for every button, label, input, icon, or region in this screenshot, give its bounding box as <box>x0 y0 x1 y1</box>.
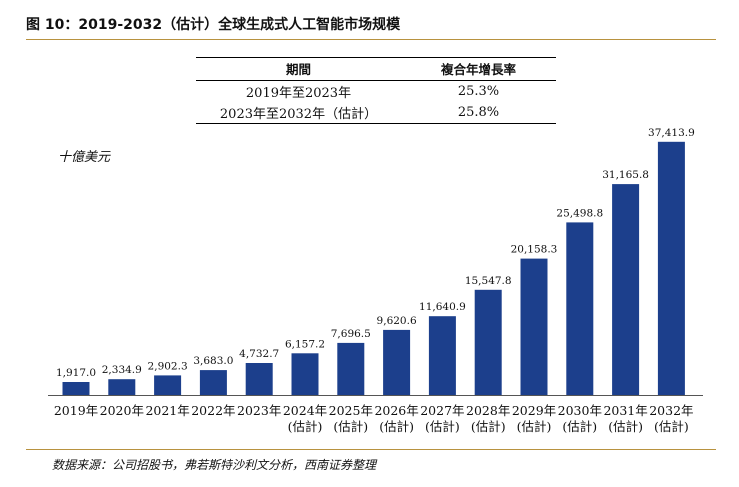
cagr-table: 期間 複合年增長率 2019年至2023年 25.3% 2023年至2032年（… <box>196 57 556 124</box>
category-label: 2021年 <box>145 403 189 418</box>
bar <box>291 353 319 395</box>
figure-title: 图 10：2019-2032（估计）全球生成式人工智能市场规模 <box>26 17 401 33</box>
bar <box>474 289 502 395</box>
cagr-table-row: 2019年至2023年 25.3% <box>196 81 556 103</box>
category-label: (估計) <box>471 419 506 434</box>
category-label: (估計) <box>654 419 689 434</box>
bar <box>566 222 594 395</box>
bar-value-label: 20,158.3 <box>511 244 558 256</box>
bar <box>154 375 182 395</box>
cagr-header-period: 期間 <box>196 57 401 81</box>
bar-value-label: 2,902.3 <box>148 360 188 372</box>
bar <box>337 342 365 395</box>
bar-value-label: 15,547.8 <box>465 275 512 287</box>
category-label: 2028年 <box>466 403 510 418</box>
category-label: 2031年 <box>603 403 647 418</box>
source-divider <box>26 449 716 450</box>
category-label: 2025年 <box>329 403 373 418</box>
bar-value-label: 6,157.2 <box>285 338 325 350</box>
category-label: 2023年 <box>237 403 281 418</box>
category-label: (估計) <box>425 419 460 434</box>
bar-group <box>62 141 685 395</box>
bar-value-label: 31,165.8 <box>602 169 649 181</box>
category-label: (估計) <box>288 419 323 434</box>
title-divider <box>26 39 716 40</box>
category-label: (估計) <box>608 419 643 434</box>
bar-value-label: 2,334.9 <box>102 364 142 376</box>
category-label: (估計) <box>379 419 414 434</box>
bar-value-label: 9,620.6 <box>377 315 417 327</box>
category-label: 2022年 <box>191 403 235 418</box>
bar <box>383 329 411 395</box>
bar <box>520 258 548 395</box>
value-label-group: 1,917.0 2,334.9 2,902.3 3,683.0 4,732.7 6,157… <box>56 127 695 379</box>
bar-value-label: 3,683.0 <box>193 355 233 367</box>
category-label: 2026年 <box>374 403 418 418</box>
category-label-group: 2019年 2020年 2021年 2022年 2023年 2024年(估計)2025年(… <box>54 403 694 434</box>
cagr-rate-cell: 25.8% <box>401 102 556 124</box>
bar <box>199 370 227 395</box>
category-label: 2027年 <box>420 403 464 418</box>
cagr-table-header-row: 期間 複合年增長率 <box>196 57 556 81</box>
category-label: 2024年 <box>283 403 327 418</box>
bar-value-label: 11,640.9 <box>419 301 466 313</box>
bar-value-label: 4,732.7 <box>239 348 279 360</box>
bar-value-label: 37,413.9 <box>648 127 695 139</box>
bar <box>657 141 685 395</box>
category-label: (估計) <box>562 419 597 434</box>
category-label: (估計) <box>517 419 552 434</box>
bar-value-label: 1,917.0 <box>56 367 96 379</box>
category-label: 2020年 <box>100 403 144 418</box>
cagr-rate-cell: 25.3% <box>457 84 500 99</box>
cagr-period-cell: 2023年至2032年（估計） <box>196 102 401 124</box>
bar <box>245 363 273 395</box>
bar-value-label: 25,498.8 <box>556 207 603 219</box>
source-note: 数据来源：公司招股书，弗若斯特沙利文分析，西南证券整理 <box>52 458 377 472</box>
category-label: 2030年 <box>558 403 602 418</box>
bar <box>108 379 136 395</box>
category-label: (估計) <box>333 419 368 434</box>
bar <box>62 382 90 395</box>
cagr-period-cell: 2019年至2023年 <box>245 86 352 101</box>
category-label: 2019年 <box>54 403 98 418</box>
cagr-table-row: 2023年至2032年（估計） 25.8% <box>196 102 556 124</box>
bar-value-label: 7,696.5 <box>331 328 371 340</box>
category-label: 2029年 <box>512 403 556 418</box>
cagr-header-rate: 複合年增長率 <box>401 57 556 81</box>
bar <box>428 316 456 395</box>
bar <box>612 184 640 395</box>
unit-label: 十億美元 <box>58 150 111 165</box>
category-label: 2032年 <box>649 403 693 418</box>
